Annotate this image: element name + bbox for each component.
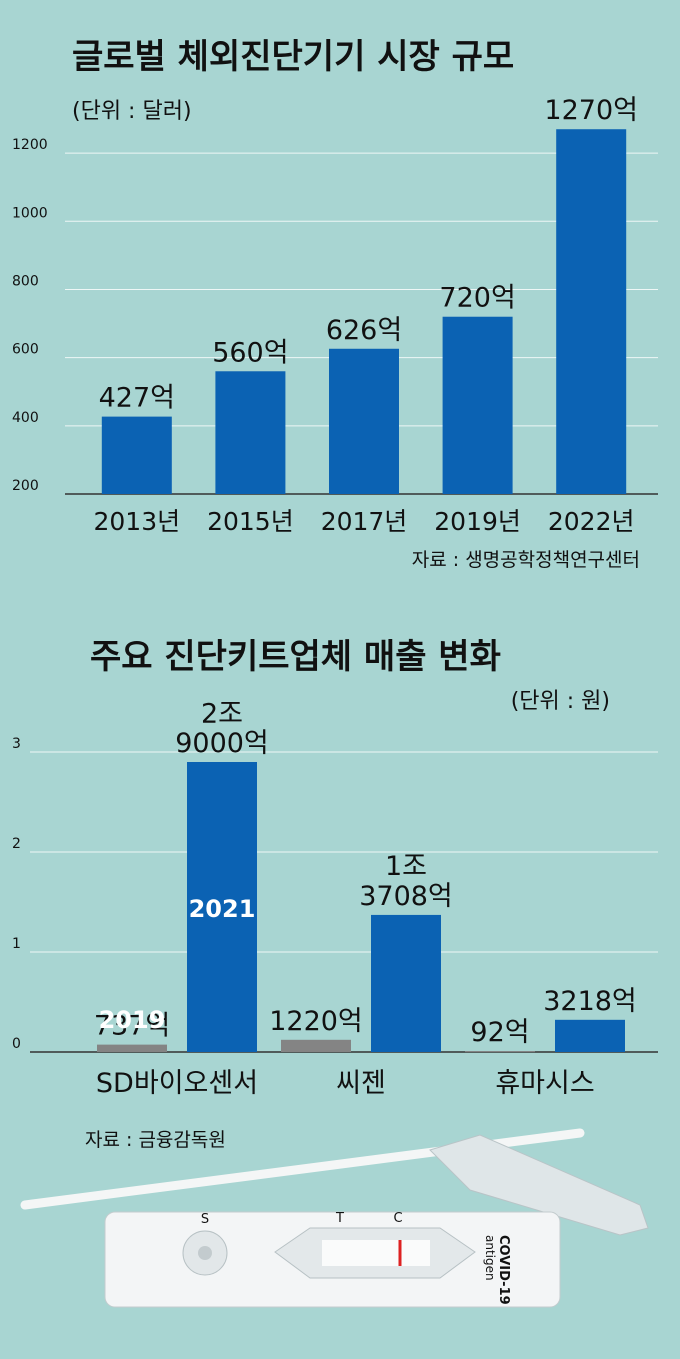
x-tick-label: 2019년 (434, 507, 521, 536)
result-window (322, 1240, 430, 1266)
y-tick-label: 2 (12, 836, 21, 852)
y-tick-label: 800 (12, 273, 39, 289)
y-tick-label: 0 (12, 1036, 21, 1052)
y-tick-label: 1 (12, 936, 21, 952)
y-tick-label: 200 (12, 478, 39, 494)
bar (187, 762, 257, 1052)
x-tick-label: 2022년 (548, 507, 635, 536)
x-tick-label: SD바이오센서 (96, 1068, 258, 1099)
bar (97, 1044, 167, 1052)
y-tick-label: 1000 (12, 205, 48, 221)
bar (101, 416, 172, 494)
x-tick-label: 2017년 (321, 507, 408, 536)
bar (465, 1051, 535, 1053)
kit-label: S (201, 1212, 209, 1227)
test-kit-illustration: S T C COVID-19 antigen (20, 1128, 649, 1308)
y-tick-label: 600 (12, 342, 39, 358)
value-label: 1270억 (544, 95, 638, 126)
source: 자료 : 금융감독원 (85, 1129, 226, 1151)
source: 자료 : 생명공학정책연구센터 (412, 549, 640, 571)
y-tick-label: 1200 (12, 137, 48, 153)
value-label: 626억 (326, 315, 402, 346)
value-label: 560억 (212, 337, 288, 368)
chart-title: 글로벌 체외진단기기 시장 규모 (72, 37, 514, 77)
kit-label: antigen (483, 1235, 497, 1281)
value-label: 1조 3708억 (359, 851, 453, 912)
value-label: 3218억 (543, 986, 637, 1017)
bar (329, 348, 399, 494)
y-tick-label: 400 (12, 410, 39, 426)
tube (429, 1134, 649, 1236)
value-label: 2조 9000억 (175, 698, 269, 759)
sample-hole (198, 1246, 212, 1260)
kit-label: T (335, 1211, 344, 1226)
kit-label: C (393, 1211, 402, 1226)
chart-title: 주요 진단키트업체 매출 변화 (90, 637, 501, 677)
bar (556, 129, 627, 494)
legend-label: 2019 (99, 1006, 166, 1034)
x-tick-label: 씨젠 (336, 1068, 386, 1099)
x-tick-label: 휴마시스 (495, 1068, 594, 1099)
unit-label: (단위 : 달러) (72, 99, 192, 124)
kit-label: COVID-19 (496, 1235, 511, 1305)
unit-label: (단위 : 원) (511, 689, 610, 714)
x-tick-label: 2015년 (207, 507, 294, 536)
x-tick-label: 2013년 (93, 507, 180, 536)
value-label: 92억 (470, 1017, 529, 1048)
bar (442, 316, 513, 494)
value-label: 1220억 (269, 1006, 363, 1037)
value-label: 720억 (439, 283, 515, 314)
value-label: 737억 (94, 1011, 170, 1042)
value-label: 427억 (99, 383, 175, 414)
legend-label: 2021 (189, 895, 256, 923)
bar (215, 371, 286, 494)
bar (281, 1039, 351, 1052)
bar (555, 1019, 625, 1052)
bar (371, 914, 441, 1052)
y-tick-label: 3 (12, 736, 21, 752)
